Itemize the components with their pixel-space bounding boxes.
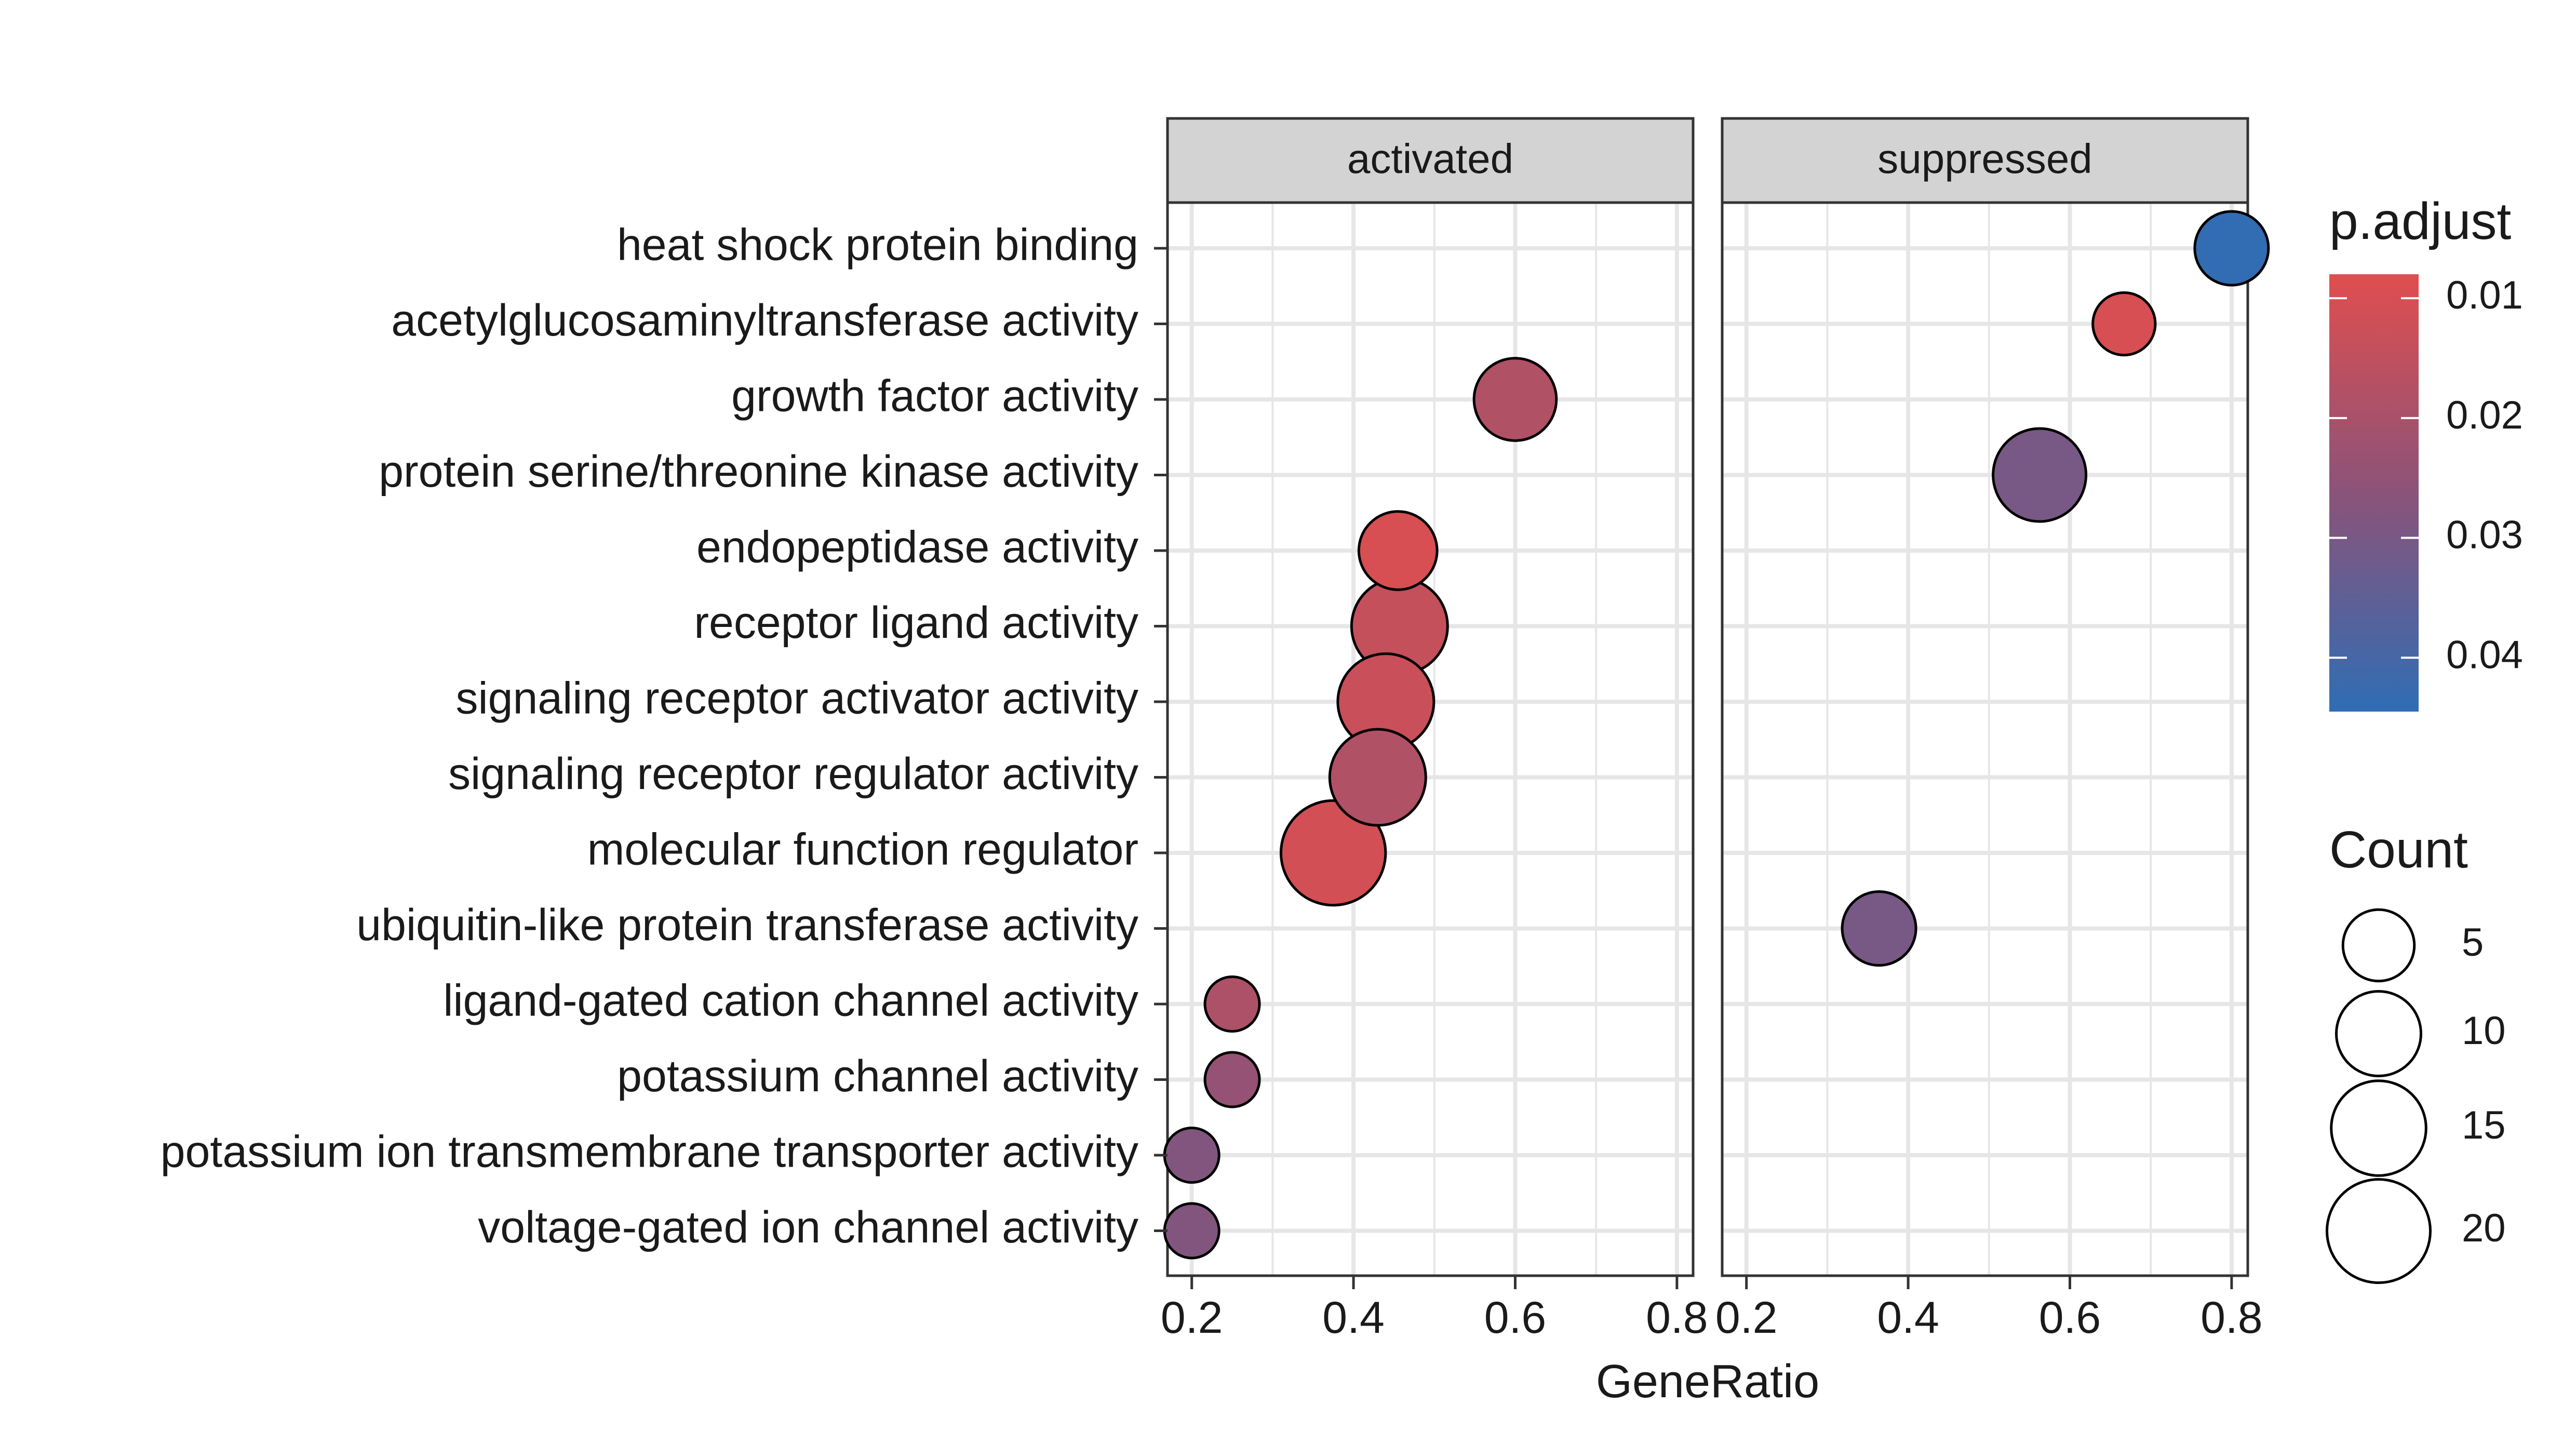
size-legend-circle (2341, 908, 2416, 983)
size-legend-label: 20 (2462, 1206, 2506, 1250)
y-tick-label: receptor ligand activity (694, 598, 1138, 648)
y-tick-label: potassium channel activity (617, 1051, 1138, 1101)
y-tick-label: heat shock protein binding (617, 220, 1138, 270)
x-axis-title: GeneRatio (1596, 1356, 1819, 1408)
x-tick-label: 0.4 (1877, 1293, 1939, 1343)
strip-label-activated: activated (1347, 136, 1513, 182)
y-tick-label: signaling receptor regulator activity (448, 749, 1138, 799)
data-point (1203, 975, 1261, 1033)
data-point (1163, 1202, 1220, 1260)
size-legend: Count 5 10 15 20 (2325, 821, 2506, 1285)
y-tick-label: acetylglucosaminyltransferase activity (391, 296, 1138, 345)
category-labels: heat shock protein binding acetylglucosam… (160, 220, 1138, 1253)
size-legend-circle (2334, 989, 2423, 1078)
data-point (1328, 728, 1427, 827)
x-tick-label: 0.2 (1715, 1293, 1778, 1343)
panel-suppressed: suppressed 0.2 0.4 0.6 0.8 (1715, 117, 2270, 1343)
size-legend-label: 15 (2462, 1103, 2506, 1147)
data-point (1203, 1051, 1261, 1108)
x-axis-suppressed: 0.2 0.4 0.6 0.8 (1715, 1276, 2263, 1343)
x-axis-activated: 0.2 0.4 0.6 0.8 (1161, 1276, 1708, 1343)
data-point (1841, 890, 1917, 967)
strip-label-suppressed: suppressed (1877, 136, 2092, 182)
size-legend-circle (2330, 1079, 2427, 1177)
panel-border-activated (1166, 201, 1695, 1277)
data-point (1357, 510, 1439, 591)
strip-suppressed (1721, 117, 2249, 204)
y-tick-label: protein serine/threonine kinase activity (379, 447, 1138, 497)
data-point (1163, 1127, 1220, 1184)
size-legend-label: 10 (2462, 1009, 2506, 1053)
size-legend-title: Count (2329, 821, 2468, 879)
x-tick-label: 0.8 (1646, 1293, 1708, 1343)
color-legend-label: 0.03 (2446, 513, 2523, 557)
data-point (1472, 357, 1558, 442)
grid-suppressed (1722, 203, 2248, 1276)
y-tick-label: voltage-gated ion channel activity (478, 1202, 1138, 1252)
x-tick-label: 0.8 (2201, 1293, 2263, 1343)
x-tick-label: 0.6 (2039, 1293, 2101, 1343)
x-tick-label: 0.6 (1484, 1293, 1547, 1343)
points-activated (1163, 357, 1558, 1260)
y-tick-label: signaling receptor activator activity (456, 674, 1138, 724)
y-tick-label: growth factor activity (731, 371, 1138, 421)
y-axis-ticks (1154, 247, 1168, 1232)
size-legend-items: 5 10 15 20 (2325, 908, 2506, 1285)
size-legend-label: 5 (2462, 920, 2484, 965)
data-point (2193, 210, 2270, 287)
panel-border-suppressed (1721, 201, 2249, 1277)
points-suppressed (1841, 210, 2270, 967)
color-legend-ticks: 0.01 0.02 0.03 0.04 (2329, 273, 2523, 677)
color-legend-label: 0.01 (2446, 273, 2523, 317)
color-legend: p.adjust 0.01 0.02 0.03 0.04 (2329, 192, 2523, 712)
x-tick-label: 0.4 (1322, 1293, 1385, 1343)
y-tick-label: ubiquitin-like protein transferase activ… (356, 900, 1138, 950)
data-point (1279, 799, 1387, 907)
color-legend-label: 0.04 (2446, 633, 2523, 677)
data-point (2091, 291, 2157, 357)
size-legend-circle (2325, 1178, 2432, 1285)
color-legend-bar (2329, 274, 2419, 712)
y-tick-label: ligand-gated cation channel activity (443, 976, 1138, 1026)
y-tick-label: potassium ion transmembrane transporter … (160, 1127, 1138, 1177)
color-legend-title: p.adjust (2329, 192, 2511, 250)
y-tick-label: molecular function regulator (587, 825, 1138, 875)
y-tick-label: endopeptidase activity (696, 523, 1138, 572)
panel-activated: activated 0.2 0.4 0.6 0.8 (1161, 117, 1708, 1343)
color-legend-label: 0.02 (2446, 393, 2523, 437)
strip-activated (1166, 117, 1695, 204)
grid-activated (1168, 203, 1693, 1276)
x-tick-label: 0.2 (1161, 1293, 1223, 1343)
data-point (1992, 427, 2088, 523)
